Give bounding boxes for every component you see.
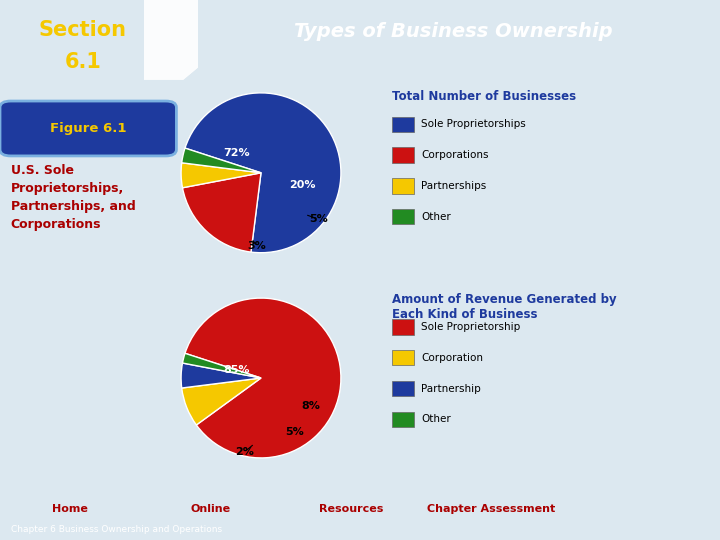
Text: 2%: 2% <box>235 447 254 456</box>
FancyBboxPatch shape <box>0 101 176 156</box>
Text: Amount of Revenue Generated by
Each Kind of Business: Amount of Revenue Generated by Each Kind… <box>392 293 617 321</box>
Text: Types of Business Ownership: Types of Business Ownership <box>294 23 613 42</box>
Wedge shape <box>181 148 261 173</box>
Text: Corporations: Corporations <box>421 150 489 160</box>
Text: Sole Proprietorships: Sole Proprietorships <box>421 119 526 129</box>
Text: 8%: 8% <box>301 401 320 411</box>
Bar <box>392 147 414 163</box>
Text: Other: Other <box>421 212 451 222</box>
Text: Resources: Resources <box>319 504 383 514</box>
Wedge shape <box>185 298 341 458</box>
Wedge shape <box>181 363 261 388</box>
Text: 20%: 20% <box>289 180 316 190</box>
Wedge shape <box>182 173 261 252</box>
Text: Figure 6.1: Figure 6.1 <box>50 122 126 135</box>
Bar <box>392 381 414 396</box>
Polygon shape <box>144 0 198 80</box>
Text: 72%: 72% <box>224 148 251 158</box>
Text: 5%: 5% <box>309 214 328 224</box>
Text: Chapter 6 Business Ownership and Operations: Chapter 6 Business Ownership and Operati… <box>11 525 222 534</box>
Bar <box>392 412 414 427</box>
Bar <box>392 117 414 132</box>
Bar <box>392 178 414 193</box>
Wedge shape <box>182 353 261 378</box>
Text: Other: Other <box>421 414 451 424</box>
Text: Total Number of Businesses: Total Number of Businesses <box>392 91 577 104</box>
Text: Chapter Assessment: Chapter Assessment <box>427 504 556 514</box>
Wedge shape <box>181 378 261 425</box>
Bar <box>392 209 414 224</box>
Text: 85%: 85% <box>224 365 251 375</box>
Text: Section: Section <box>39 21 127 40</box>
Text: 3%: 3% <box>248 241 266 251</box>
Bar <box>392 350 414 366</box>
Text: 5%: 5% <box>285 427 304 437</box>
Text: 6.1: 6.1 <box>64 52 102 72</box>
Wedge shape <box>185 93 341 253</box>
Text: Home: Home <box>53 504 88 514</box>
Text: U.S. Sole
Proprietorships,
Partnerships, and
Corporations: U.S. Sole Proprietorships, Partnerships,… <box>11 164 135 231</box>
Bar <box>392 319 414 335</box>
Text: Partnerships: Partnerships <box>421 181 487 191</box>
Text: Partnership: Partnership <box>421 383 481 394</box>
Text: Corporation: Corporation <box>421 353 483 363</box>
Text: Sole Proprietorship: Sole Proprietorship <box>421 322 521 332</box>
Text: Online: Online <box>191 504 230 514</box>
Polygon shape <box>184 68 720 80</box>
Wedge shape <box>181 163 261 188</box>
